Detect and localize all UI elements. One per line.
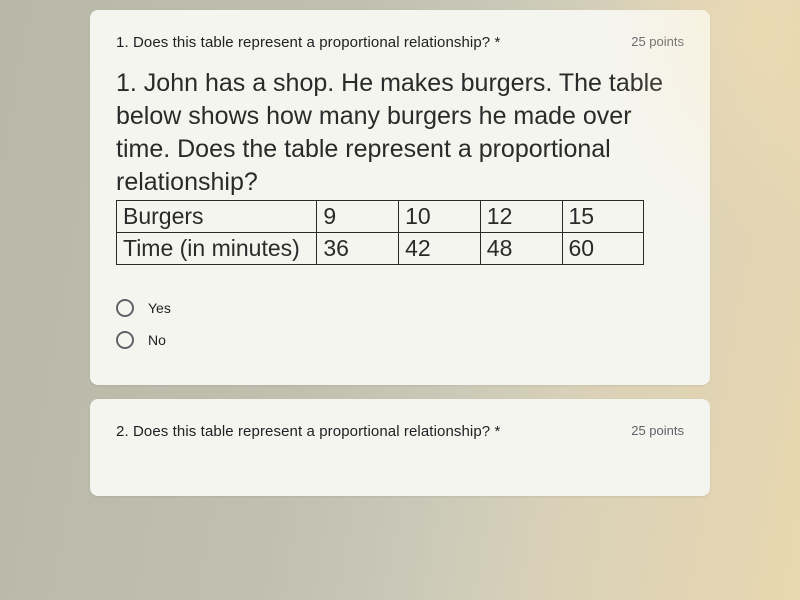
question-card-2: 2. Does this table represent a proportio…: [90, 399, 710, 496]
radio-icon: [116, 299, 134, 317]
cell: 48: [480, 233, 562, 265]
question-prompt: 1. Does this table represent a proportio…: [116, 34, 500, 51]
option-no[interactable]: No: [116, 331, 684, 349]
points-label: 25 points: [611, 34, 684, 49]
form-page: 1. Does this table represent a proportio…: [0, 0, 800, 600]
cell: 15: [562, 201, 644, 233]
row-label: Burgers: [117, 201, 317, 233]
data-table: Burgers 9 10 12 15 Time (in minutes) 36 …: [116, 200, 644, 265]
table-row: Burgers 9 10 12 15: [117, 201, 644, 233]
cell: 9: [317, 201, 399, 233]
row-label: Time (in minutes): [117, 233, 317, 265]
radio-icon: [116, 331, 134, 349]
cell: 42: [399, 233, 481, 265]
answer-options: Yes No: [116, 299, 684, 349]
card-header: 1. Does this table represent a proportio…: [116, 34, 684, 51]
cell: 12: [480, 201, 562, 233]
option-yes[interactable]: Yes: [116, 299, 684, 317]
question-body-text: 1. John has a shop. He makes burgers. Th…: [116, 67, 684, 199]
cell: 36: [317, 233, 399, 265]
cell: 10: [399, 201, 481, 233]
card-header: 2. Does this table represent a proportio…: [116, 423, 684, 440]
option-label: Yes: [148, 300, 171, 316]
cell: 60: [562, 233, 644, 265]
question-prompt: 2. Does this table represent a proportio…: [116, 423, 500, 440]
question-card-1: 1. Does this table represent a proportio…: [90, 10, 710, 385]
option-label: No: [148, 332, 166, 348]
table-row: Time (in minutes) 36 42 48 60: [117, 233, 644, 265]
points-label: 25 points: [611, 423, 684, 438]
